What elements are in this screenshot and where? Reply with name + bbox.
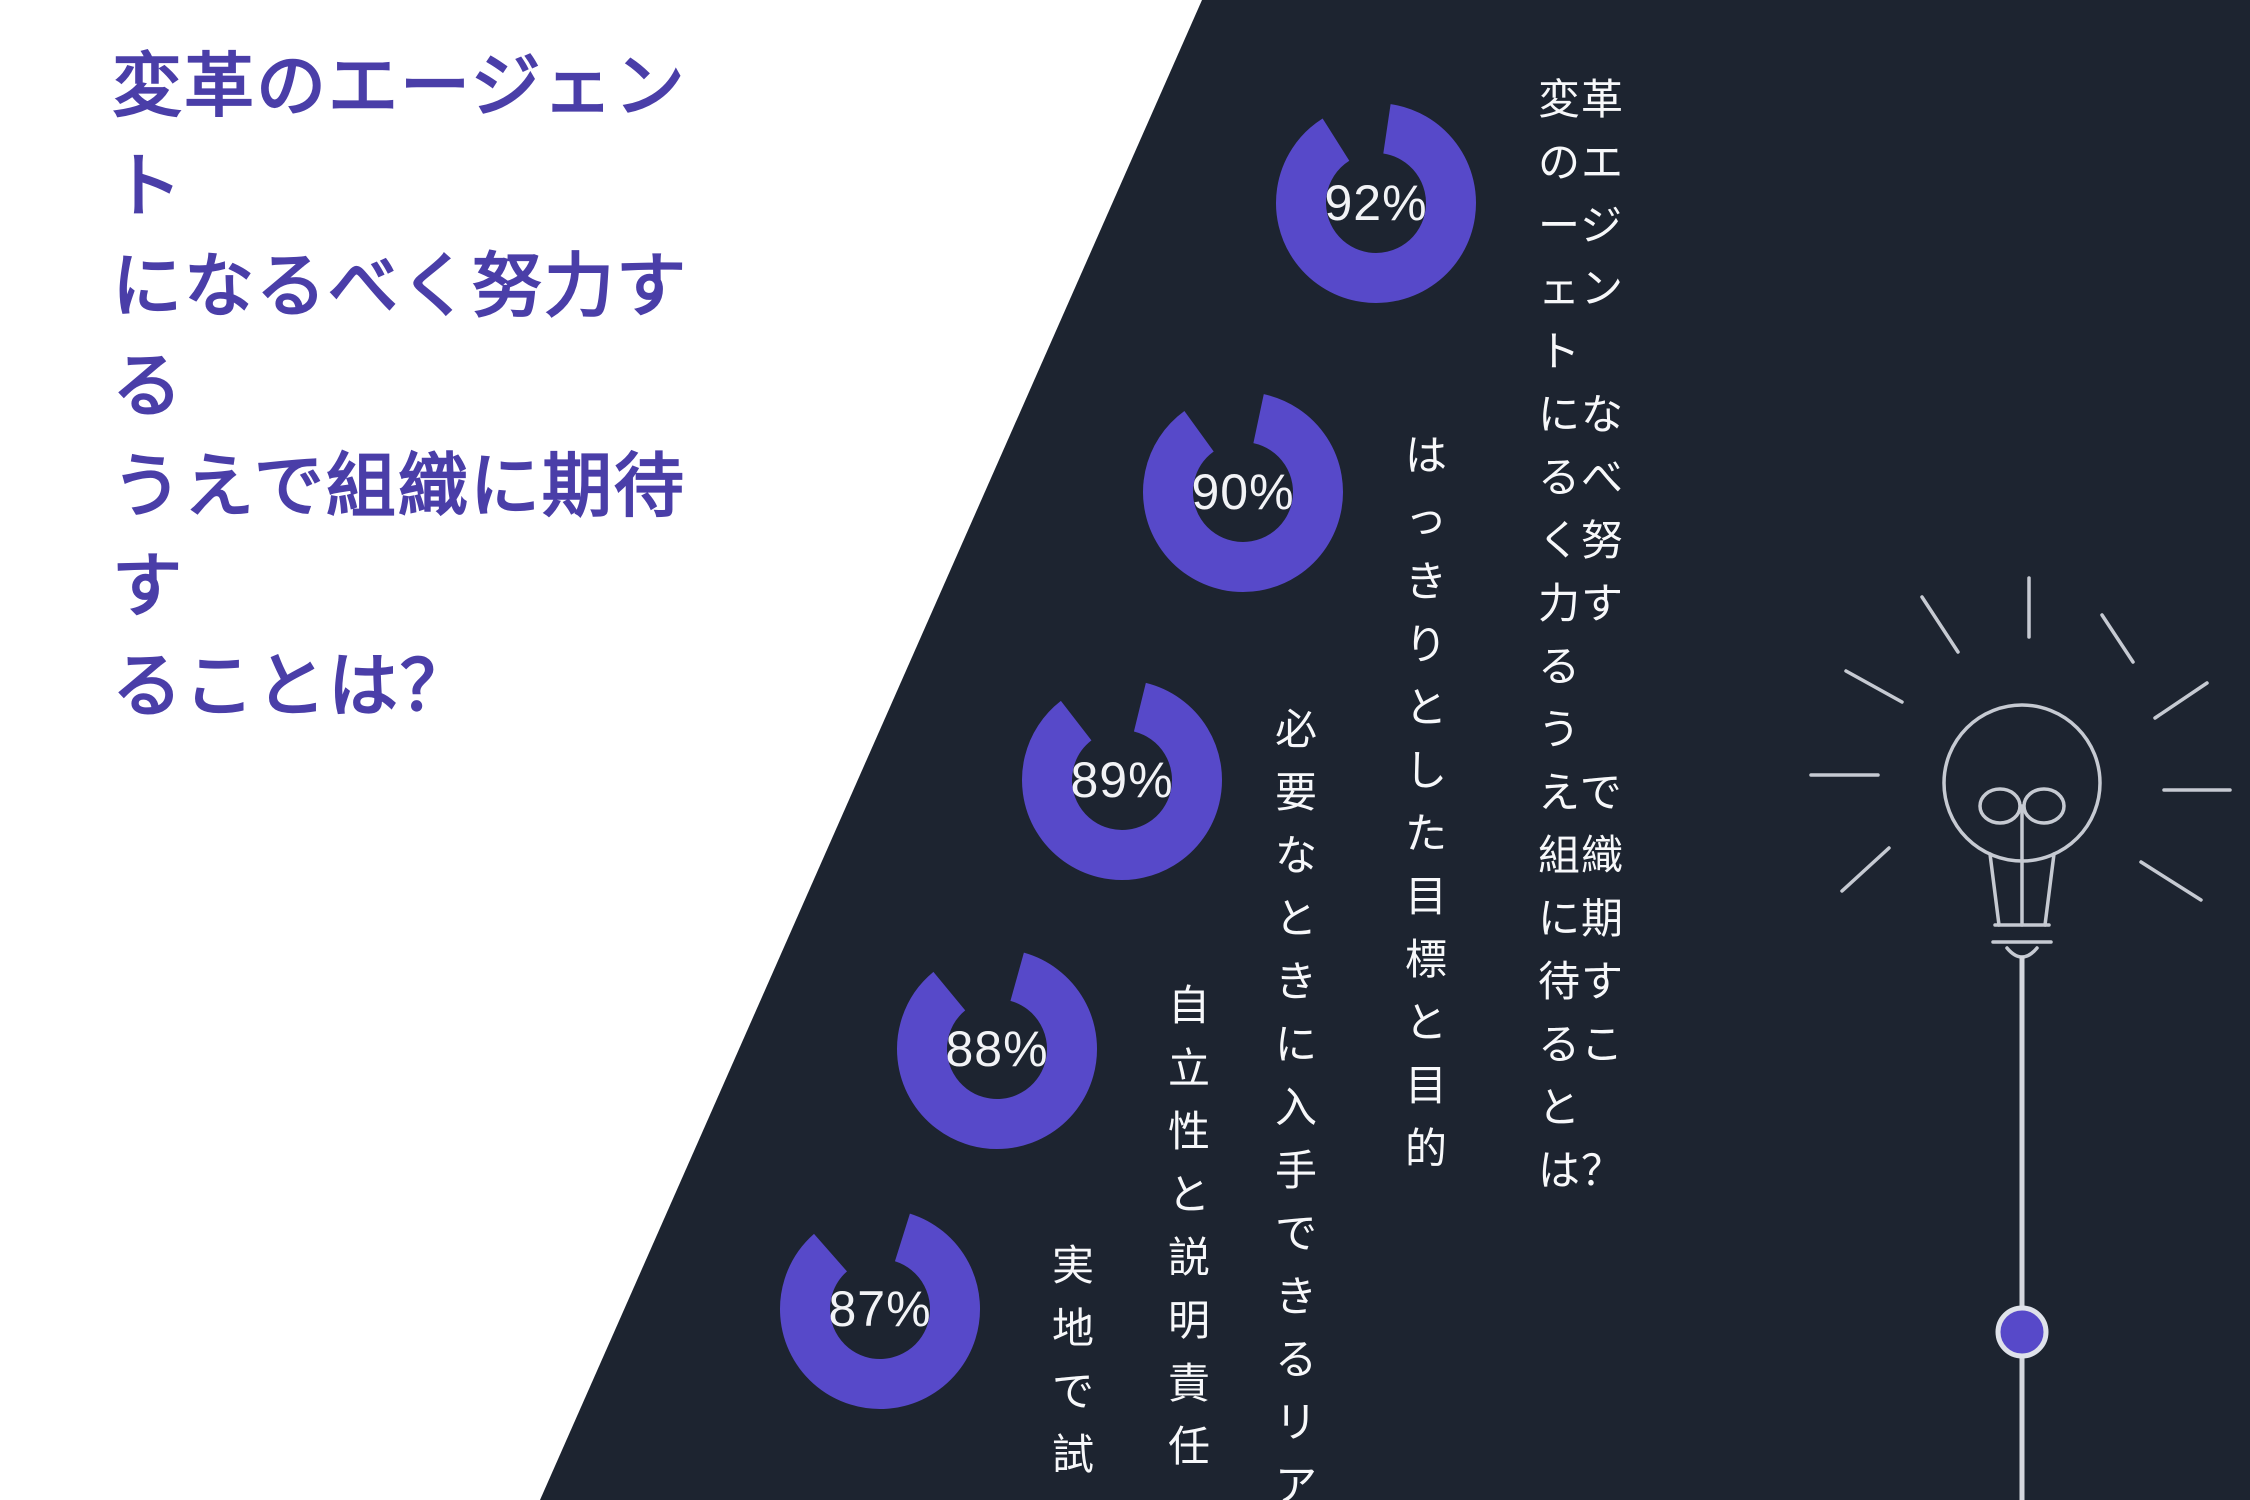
page-title: 変革のエージェント になるべく努力する うえで組織に期待す ることは？ [112,47,688,725]
donut-label: 実地で試みてリスク を冒す自由 [1052,1242,1096,1500]
bulb-filament [1978,787,2066,927]
donut-chart-88: 88% [897,949,1097,1149]
donut-ring [1143,391,1343,592]
donut-value: 92% [1324,175,1428,231]
timeline-dot [1995,1305,2049,1359]
donut-chart-92: 92% [1276,103,1476,303]
lightbulb-icon [1809,576,2232,1500]
donut-chart-89: 89% [1022,680,1222,880]
donut-label: 自立性と説 明責任 [1168,982,1212,1470]
donut-chart-90: 90% [1143,391,1343,592]
donut-value: 90% [1191,464,1295,520]
donut-ring [1022,680,1222,880]
donut-ring [780,1209,980,1409]
donut-value: 89% [1070,752,1174,808]
donut-value: 88% [945,1021,1049,1077]
donut-value: 87% [828,1281,932,1337]
bulb-base [1991,923,2053,959]
donut-chart-87: 87% [780,1209,980,1409]
donut-label: 必要なときに入手 できるリアルタイ ムデータ [1275,706,1319,1500]
donut-label: 変革のエージェント になるべく努力する うえで組織に期待す ることは？ [1538,76,1625,1194]
donut-ring [897,949,1097,1149]
donut-ring [1276,103,1476,303]
lightbulb-rays [1809,576,2232,902]
donut-label: はっきりとした 目標と目的 [1405,432,1449,1172]
